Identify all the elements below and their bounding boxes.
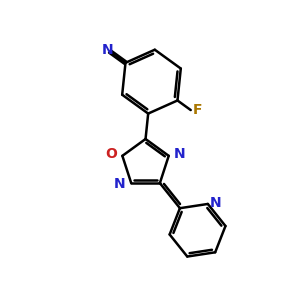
Text: N: N (114, 177, 126, 191)
Text: O: O (105, 147, 117, 161)
Text: N: N (102, 43, 113, 57)
Text: F: F (193, 103, 202, 117)
Text: N: N (210, 196, 222, 210)
Text: N: N (174, 147, 186, 161)
